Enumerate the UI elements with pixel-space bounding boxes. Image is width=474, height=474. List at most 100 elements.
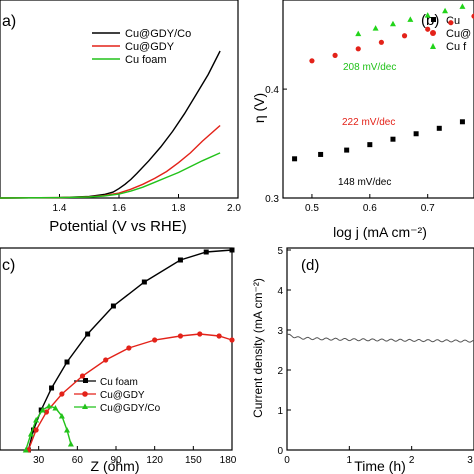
data-point-1-0 <box>318 151 324 157</box>
panel-d-xlabel: Time (h) <box>354 458 406 474</box>
x-tick-label: 180 <box>220 455 237 466</box>
data-point-1-2 <box>407 16 414 22</box>
panel-d-frame <box>286 247 474 451</box>
x-tick-label: 1 <box>347 455 353 466</box>
data-point-2-0 <box>203 249 209 255</box>
data-point-1-1 <box>471 13 474 19</box>
x-tick-label: 0.6 <box>363 203 377 214</box>
data-point-1-1 <box>309 58 315 64</box>
x-tick-label: 1.4 <box>53 203 67 214</box>
data-point-1-0 <box>436 125 442 131</box>
data-point-2-2 <box>27 431 34 437</box>
panel-a-label: a) <box>2 13 16 30</box>
panel-b-frame <box>282 0 474 199</box>
legend-label-c-cu-foam: Cu foam <box>100 377 138 388</box>
x-tick-label: 0 <box>284 455 290 466</box>
legend-label-cu: Cu <box>446 15 460 27</box>
data-point-2-1 <box>126 345 132 351</box>
legend-label-cu-foam: Cu foam <box>125 54 167 66</box>
series-line-2-1 <box>27 333 233 451</box>
x-tick-label: 150 <box>185 455 202 466</box>
data-point-2-1 <box>79 373 86 379</box>
data-point-2-1 <box>152 337 158 343</box>
data-point-2-1 <box>177 333 184 339</box>
data-point-1-1 <box>355 46 361 52</box>
y-tick-label: 1 <box>277 406 283 417</box>
legend-marker-cu-at <box>430 30 436 36</box>
data-point-1-1 <box>448 20 454 26</box>
data-point-1-2 <box>389 20 396 27</box>
series-line-0-0 <box>0 50 221 199</box>
data-point-2-0 <box>64 359 70 365</box>
data-point-2-2 <box>58 413 65 419</box>
panel-d-label: (d) <box>301 257 319 274</box>
series-line-0-1 <box>0 124 221 199</box>
data-point-2-1 <box>216 333 222 339</box>
x-tick-label: 90 <box>110 455 122 466</box>
y-tick-label: 0.4 <box>265 85 279 96</box>
data-point-2-1 <box>229 337 235 343</box>
x-tick-label: 30 <box>33 455 45 466</box>
data-point-2-0 <box>85 331 91 337</box>
panel-c-label: c) <box>2 257 15 274</box>
data-point-1-0 <box>459 119 465 125</box>
y-tick-label: 2 <box>277 366 283 377</box>
legend-marker-c-cu-foam <box>83 378 88 383</box>
annotation-148: 148 mV/dec <box>338 177 391 188</box>
data-point-2-0 <box>110 303 116 309</box>
x-tick-label: 120 <box>146 455 163 466</box>
data-point-1-0 <box>413 131 419 137</box>
data-point-1-2 <box>424 12 431 18</box>
legend-label-cu-gdy-co: Cu@GDY/Co <box>125 28 191 40</box>
legend-label-c-cu-gdy: Cu@GDY <box>100 390 145 401</box>
data-point-1-1 <box>332 52 338 58</box>
data-point-2-1 <box>33 427 39 433</box>
data-point-2-0 <box>49 385 55 391</box>
data-point-1-1 <box>378 39 384 45</box>
y-tick-label: 5 <box>277 246 283 257</box>
panel-a-xlabel: Potential (V vs RHE) <box>49 218 187 235</box>
y-tick-label: 0.3 <box>265 194 279 205</box>
y-tick-label: 4 <box>277 286 283 297</box>
data-point-2-0 <box>229 247 235 253</box>
data-point-2-1 <box>43 409 50 415</box>
data-point-1-0 <box>344 147 350 153</box>
series-line-3-0 <box>286 333 474 343</box>
data-point-1-2 <box>459 3 466 9</box>
data-point-2-2 <box>39 407 46 413</box>
data-point-1-2 <box>442 7 449 14</box>
data-point-1-1 <box>425 26 431 32</box>
panel-a-legend: Cu@GDY/Co Cu@GDY Cu foam <box>92 28 191 66</box>
x-tick-label: 1.8 <box>172 203 186 214</box>
legend-label-cu-at: Cu@ <box>446 28 471 40</box>
data-point-1-2 <box>372 25 379 31</box>
data-point-1-1 <box>401 33 408 39</box>
data-point-2-0 <box>177 257 183 263</box>
data-point-2-2 <box>67 441 74 447</box>
panel-b-xlabel: log j (mA cm⁻²) <box>333 224 427 240</box>
data-point-2-2 <box>33 417 40 423</box>
data-point-1-0 <box>367 142 373 148</box>
data-point-2-2 <box>52 405 59 411</box>
x-tick-label: 1.6 <box>112 203 126 214</box>
data-point-2-1 <box>197 331 203 337</box>
panel-d-ylabel: Current density (mA cm⁻²) <box>251 278 265 418</box>
y-tick-label: 3 <box>277 326 283 337</box>
legend-marker-cu <box>431 17 436 22</box>
legend-label-c-cu-gdy-co: Cu@GDY/Co <box>100 403 161 414</box>
x-tick-label: 0.7 <box>421 203 435 214</box>
data-point-2-1 <box>103 357 109 363</box>
annotation-222: 222 mV/dec <box>342 117 395 128</box>
legend-marker-cu-f <box>430 43 436 49</box>
data-point-1-0 <box>390 136 396 142</box>
panel-b-ylabel: η (V) <box>251 93 267 123</box>
series-line-0-2 <box>0 152 221 199</box>
data-point-2-2 <box>45 403 52 409</box>
data-point-1-0 <box>292 156 298 162</box>
data-point-2-2 <box>64 427 71 433</box>
legend-label-cu-gdy: Cu@GDY <box>125 41 175 53</box>
legend-marker-c-cu-gdy-co <box>82 403 88 409</box>
legend-marker-c-cu-gdy <box>82 391 88 397</box>
annotation-208: 208 mV/dec <box>343 62 396 73</box>
